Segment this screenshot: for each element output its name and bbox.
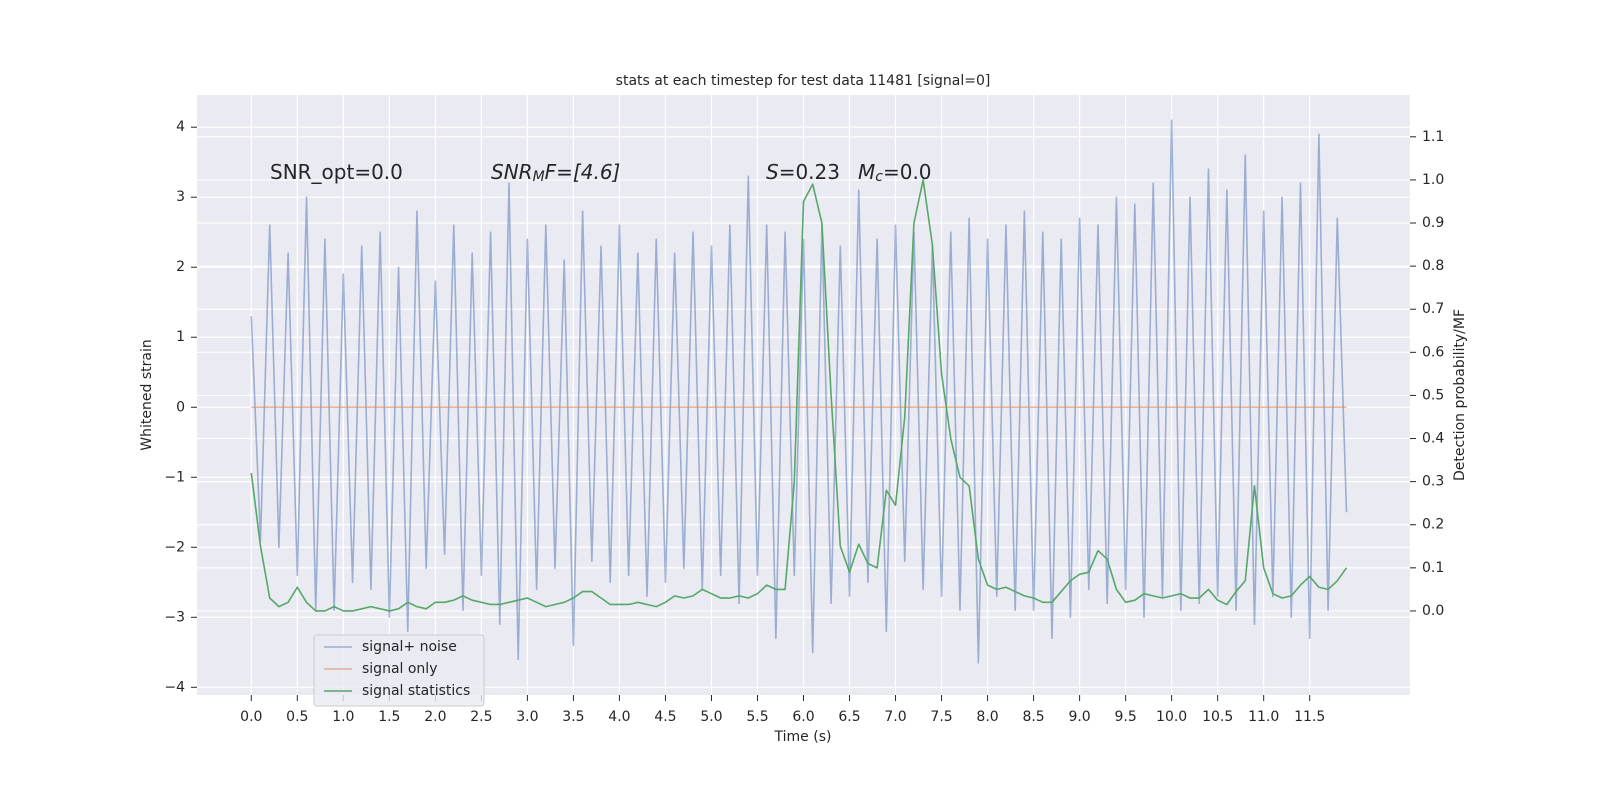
- annotation-part: =[4.6]: [556, 160, 620, 184]
- annotation: SNR_opt=0.0: [270, 160, 403, 184]
- x-tick-label: 11.0: [1248, 709, 1279, 725]
- y-tick-label: 1: [176, 329, 185, 345]
- x-tick-label: 10.5: [1202, 709, 1233, 725]
- annotation-part: M: [858, 160, 875, 184]
- x-tick-label: 4.0: [608, 709, 630, 725]
- y2-tick-label: 1.1: [1422, 129, 1444, 145]
- y-tick-label: −2: [164, 539, 185, 555]
- annotation-part: M: [533, 169, 545, 185]
- annotation: SNRMF=[4.6]: [491, 160, 620, 186]
- y2-tick-label: 0.5: [1422, 387, 1444, 403]
- y2-tick-label: 0.4: [1422, 431, 1444, 447]
- x-tick-label: 1.0: [332, 709, 354, 725]
- marks: [250, 119, 1348, 664]
- annotation-part: F: [545, 160, 557, 184]
- y-tick-label: 0: [176, 399, 185, 415]
- y2-tick-label: 0.9: [1422, 215, 1444, 231]
- y2-tick-label: 1.0: [1422, 172, 1444, 188]
- y2-tick-label: 0.2: [1422, 517, 1444, 533]
- annotation-part: F=[4.6]: [545, 160, 621, 184]
- legend-label: signal statistics: [362, 683, 470, 699]
- y2-tick-label: 0.8: [1422, 258, 1444, 274]
- x-tick-label: 0.5: [286, 709, 308, 725]
- x-tick-label: 11.5: [1294, 709, 1325, 725]
- x-tick-label: 6.0: [792, 709, 814, 725]
- x-tick-label: 0.0: [240, 709, 262, 725]
- y-tick-label: −3: [164, 609, 185, 625]
- chart-title: stats at each timestep for test data 114…: [616, 73, 991, 89]
- x-tick-label: 7.5: [930, 709, 952, 725]
- annotation: S=0.23: [766, 160, 840, 184]
- y2-tick-label: 0.6: [1422, 344, 1444, 360]
- series-line: [250, 179, 1348, 612]
- legend-label: signal only: [362, 661, 437, 677]
- x-tick-label: 4.5: [654, 709, 676, 725]
- x-tick-label: 10.0: [1156, 709, 1187, 725]
- y-tick-label: 2: [176, 259, 185, 275]
- annotation-part: c: [875, 169, 883, 185]
- x-tick-label: 2.5: [470, 709, 492, 725]
- y-tick-label: −1: [164, 469, 185, 485]
- x-tick-label: 3.5: [562, 709, 584, 725]
- legend-label: signal+ noise: [362, 639, 457, 655]
- annotation-part: S: [766, 160, 779, 184]
- y-tick-label: −4: [164, 679, 185, 695]
- x-tick-label: 3.0: [516, 709, 538, 725]
- x-tick-label: 1.5: [378, 709, 400, 725]
- y2-tick-label: 0.7: [1422, 301, 1444, 317]
- annotation-part: SNR_opt=0.0: [270, 160, 403, 184]
- annotation-part: =0.23: [779, 160, 840, 184]
- y2-axis-label: Detection probability/MF: [1452, 309, 1468, 481]
- y-tick-label: 3: [176, 189, 185, 205]
- x-tick-label: 6.5: [838, 709, 860, 725]
- legend-box: [313, 634, 485, 707]
- x-tick-label: 5.5: [746, 709, 768, 725]
- x-tick-label: 2.0: [424, 709, 446, 725]
- x-tick-label: 5.0: [700, 709, 722, 725]
- annotation: Mc=0.0: [858, 160, 932, 186]
- annotation-part: SNR: [491, 160, 533, 184]
- x-tick-label: 9.0: [1068, 709, 1090, 725]
- x-tick-label: 9.5: [1114, 709, 1136, 725]
- x-tick-label: 8.5: [1022, 709, 1044, 725]
- y2-tick-label: 0.3: [1422, 474, 1444, 490]
- x-tick-label: 7.0: [884, 709, 906, 725]
- x-axis-label: Time (s): [774, 729, 832, 745]
- overlay: SNR_opt=0.0 SNRMF=[4.6] S=0.23 Mc=0.0signal…: [270, 160, 932, 707]
- y-tick-label: 4: [176, 119, 185, 135]
- annotation-part: =0.0: [883, 160, 932, 184]
- y2-tick-label: 0.0: [1422, 603, 1444, 619]
- y2-tick-label: 0.1: [1422, 560, 1444, 576]
- x-tick-label: 8.0: [976, 709, 998, 725]
- y-axis-label: Whitened strain: [139, 339, 155, 450]
